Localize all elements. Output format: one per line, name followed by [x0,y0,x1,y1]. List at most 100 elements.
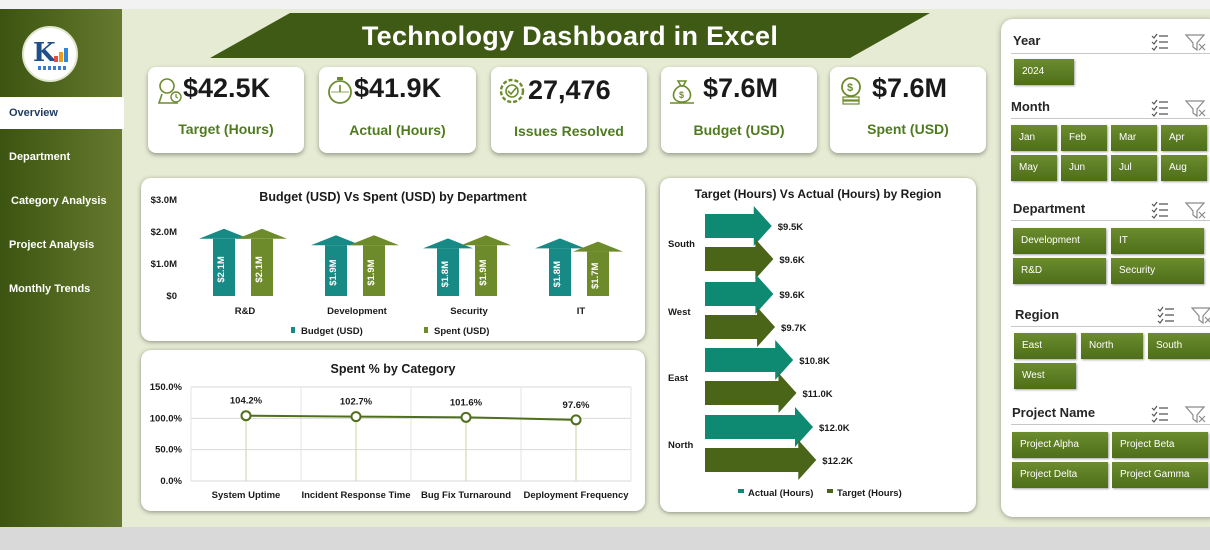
data-label: $2.1M [216,256,227,282]
y-tick-label: 0.0% [160,476,182,487]
title-banner [210,13,930,58]
slicer-item-jun[interactable]: Jun [1061,155,1107,181]
slicer-header-icons [1151,405,1206,424]
kpi-value: $7.6M [872,73,948,103]
data-label: $1.8M [440,261,451,287]
slicer-item-security[interactable]: Security [1111,258,1204,284]
slicer-header-icons [1151,201,1206,220]
kpi-label: Budget (USD) [693,122,785,138]
budget-spent-chart-panel: Budget (USD) Vs Spent (USD) by Departmen… [141,178,645,341]
slicer-divider [1011,220,1210,221]
multi-select-icon[interactable] [1151,201,1168,219]
slicer-item-it[interactable]: IT [1111,228,1204,254]
kpi-card-budget: $ $7.6M Budget (USD) [661,67,817,153]
slicer-item-aug[interactable]: Aug [1161,155,1207,181]
slicer-header-icons [1151,33,1206,52]
slicer-item-north[interactable]: North [1081,333,1143,359]
bar-arrow [705,340,794,380]
slicer-header-icons [1157,306,1210,325]
svg-text:$: $ [679,90,684,100]
slicer-item-east[interactable]: East [1014,333,1076,359]
bar-arrow [705,307,776,347]
logo-dots [38,66,66,70]
data-label: $9.5K [778,222,803,233]
slicer-item-development[interactable]: Development [1013,228,1106,254]
bar-arrow-head [349,235,399,246]
data-label: $1.9M [366,259,377,285]
kpi-label: Spent (USD) [867,121,949,137]
chart-title: Target (Hours) Vs Actual (Hours) by Regi… [694,187,942,201]
series-line [245,414,577,421]
slicer-divider [1011,53,1210,54]
slicer-item-project-delta[interactable]: Project Delta [1012,462,1108,488]
slicer-item-apr[interactable]: Apr [1161,125,1207,151]
data-label: $1.8M [552,261,563,287]
multi-select-icon[interactable] [1151,405,1168,423]
bar-arrow-head [237,228,287,239]
slicer-item-project-alpha[interactable]: Project Alpha [1012,432,1108,458]
nav-department[interactable]: Department [9,151,71,163]
clear-filter-icon[interactable] [1184,34,1206,52]
clear-filter-icon[interactable] [1184,202,1206,220]
slicer-item-rd[interactable]: R&D [1013,258,1106,284]
chart-title: Budget (USD) Vs Spent (USD) by Departmen… [259,190,527,204]
slicer-title-month: Month [1011,99,1050,114]
bar-arrow-head [461,235,511,246]
slicer-item-may[interactable]: May [1011,155,1057,181]
kpi-card-target-hours: $42.5K Target (Hours) [148,67,304,153]
nav-monthly-trends[interactable]: Monthly Trends [9,283,91,295]
nav-project-analysis[interactable]: Project Analysis [9,239,95,251]
data-label: $10.8K [799,356,830,367]
bar-arrow-head [535,238,585,249]
y-tick-label: 50.0% [155,445,182,456]
clear-filter-icon[interactable] [1184,406,1206,424]
slicer-item-2024[interactable]: 2024 [1014,59,1074,85]
kpi-value: $7.6M [703,73,779,103]
kpi-value: $42.5K [183,73,271,103]
kpi-value: 27,476 [528,75,611,105]
clear-filter-icon[interactable] [1190,307,1210,325]
x-tick-label: IT [577,306,586,317]
bar [475,245,497,296]
slicer-item-west[interactable]: West [1014,363,1076,389]
y-tick-label: $3.0M [151,195,177,206]
data-label: $1.9M [328,259,339,285]
legend-swatch [738,489,744,493]
slicer-title-year: Year [1013,33,1041,48]
logo-bars [54,46,72,62]
slicer-item-feb[interactable]: Feb [1061,125,1107,151]
data-label: $2.1M [254,256,265,282]
legend-swatch [291,327,295,333]
bar [325,245,347,296]
bar-arrow [705,373,797,413]
clear-filter-icon[interactable] [1184,100,1206,118]
slicer-title-region: Region [1015,307,1060,322]
bar-arrow-head [573,241,623,252]
budget-spent-chart: $0 $1.0M $2.0M $3.0M $2.1M $2.1M R&D $1.9M $1.9M… [151,195,623,337]
data-point [570,414,582,426]
kpi-card-issues-resolved: 27,476 Issues Resolved [491,67,647,153]
slicer-divider [1011,118,1210,119]
y-tick-label: East [668,373,689,384]
multi-select-icon[interactable] [1157,306,1174,324]
data-point [350,411,362,423]
bar [363,245,385,296]
bar-arrow-head [311,235,361,246]
multi-select-icon[interactable] [1151,99,1168,117]
multi-select-icon[interactable] [1151,33,1168,51]
slicer-item-jul[interactable]: Jul [1111,155,1157,181]
coins-icon: $ [841,77,861,105]
slicer-item-jan[interactable]: Jan [1011,125,1057,151]
data-label: $9.6K [779,255,804,266]
slicer-item-mar[interactable]: Mar [1111,125,1157,151]
data-label: 101.6% [450,397,483,408]
slicer-item-project-beta[interactable]: Project Beta [1112,432,1208,458]
x-tick-label: System Uptime [212,490,281,501]
slicer-item-south[interactable]: South [1148,333,1210,359]
nav-category-analysis[interactable]: Category Analysis [11,195,107,207]
slicer-header-icons [1151,99,1206,118]
slicer-item-project-gamma[interactable]: Project Gamma [1112,462,1208,488]
nav-overview[interactable]: Overview [0,97,124,129]
x-tick-label: Security [450,306,488,317]
